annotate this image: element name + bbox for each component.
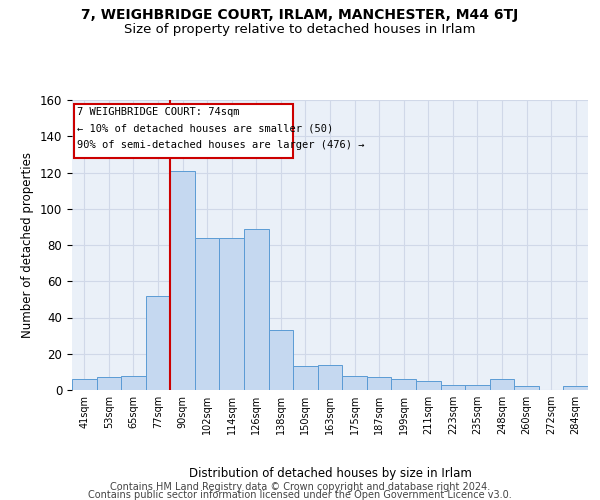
Text: Distribution of detached houses by size in Irlam: Distribution of detached houses by size … bbox=[188, 467, 472, 480]
Text: 90% of semi-detached houses are larger (476) →: 90% of semi-detached houses are larger (… bbox=[77, 140, 364, 150]
Bar bbox=[244, 228, 269, 390]
Bar bbox=[220, 238, 244, 390]
Bar bbox=[391, 379, 416, 390]
Bar bbox=[416, 381, 440, 390]
Text: ← 10% of detached houses are smaller (50): ← 10% of detached houses are smaller (50… bbox=[77, 124, 333, 134]
Text: Contains HM Land Registry data © Crown copyright and database right 2024.: Contains HM Land Registry data © Crown c… bbox=[110, 482, 490, 492]
Bar bbox=[195, 238, 220, 390]
Bar bbox=[367, 378, 391, 390]
Bar bbox=[440, 384, 465, 390]
FancyBboxPatch shape bbox=[74, 104, 293, 158]
Bar bbox=[121, 376, 146, 390]
Bar bbox=[563, 386, 588, 390]
Bar bbox=[97, 378, 121, 390]
Bar bbox=[342, 376, 367, 390]
Bar bbox=[318, 364, 342, 390]
Bar bbox=[293, 366, 318, 390]
Bar bbox=[146, 296, 170, 390]
Y-axis label: Number of detached properties: Number of detached properties bbox=[22, 152, 34, 338]
Text: Contains public sector information licensed under the Open Government Licence v3: Contains public sector information licen… bbox=[88, 490, 512, 500]
Bar bbox=[269, 330, 293, 390]
Bar bbox=[465, 384, 490, 390]
Bar bbox=[490, 379, 514, 390]
Text: 7, WEIGHBRIDGE COURT, IRLAM, MANCHESTER, M44 6TJ: 7, WEIGHBRIDGE COURT, IRLAM, MANCHESTER,… bbox=[82, 8, 518, 22]
Text: 7 WEIGHBRIDGE COURT: 74sqm: 7 WEIGHBRIDGE COURT: 74sqm bbox=[77, 108, 239, 118]
Bar bbox=[170, 170, 195, 390]
Bar bbox=[514, 386, 539, 390]
Bar bbox=[72, 379, 97, 390]
Text: Size of property relative to detached houses in Irlam: Size of property relative to detached ho… bbox=[124, 22, 476, 36]
